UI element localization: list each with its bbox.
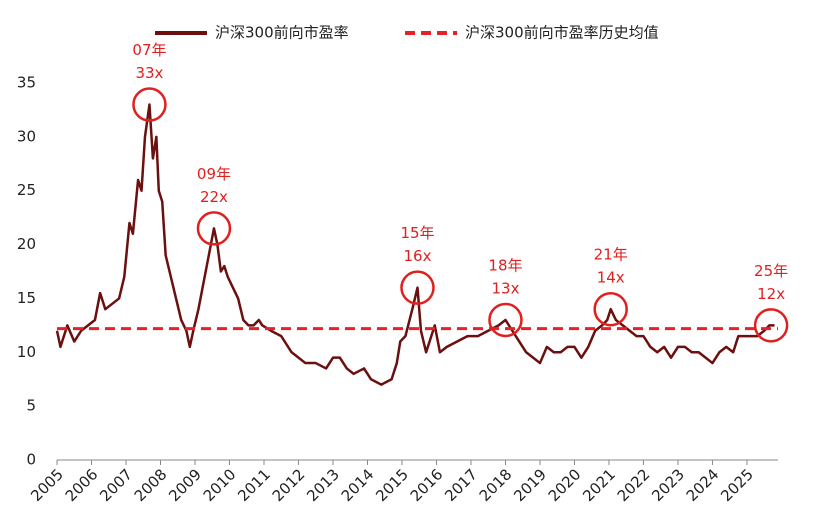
annotation-year: 15年 — [400, 224, 434, 242]
x-tick-label: 2015 — [372, 465, 412, 505]
legend-label: 沪深300前向市盈率历史均值 — [465, 24, 659, 42]
y-tick-label: 10 — [17, 343, 36, 361]
highlight-circle — [400, 270, 435, 305]
y-tick-label: 5 — [26, 397, 36, 415]
annotation-year: 07年 — [132, 41, 166, 59]
x-tick-label: 2011 — [234, 465, 274, 505]
x-tick-label: 2022 — [614, 465, 654, 505]
x-tick-label: 2018 — [476, 465, 516, 505]
pe-line — [55, 103, 775, 386]
annotation-pe: 22x — [200, 188, 228, 206]
x-tick-label: 2025 — [717, 465, 757, 505]
y-tick-label: 20 — [17, 235, 36, 253]
y-tick-label: 0 — [26, 451, 36, 469]
annotation-pe: 16x — [404, 247, 432, 265]
annotation-year: 25年 — [754, 262, 788, 280]
annotation-pe: 33x — [135, 64, 163, 82]
x-tick-label: 2019 — [510, 465, 550, 505]
x-tick-label: 2008 — [131, 465, 171, 505]
x-tick-label: 2021 — [579, 465, 619, 505]
x-tick-label: 2006 — [62, 465, 102, 505]
annotation-pe: 14x — [597, 269, 625, 287]
x-tick-label: 2007 — [96, 465, 136, 505]
highlight-circle — [593, 291, 628, 327]
x-tick-label: 2013 — [303, 465, 343, 505]
x-tick-label: 2024 — [683, 465, 723, 505]
highlight-circle — [196, 211, 232, 246]
x-tick-label: 2017 — [441, 465, 481, 505]
x-tick-label: 2005 — [27, 465, 67, 505]
x-tick-label: 2010 — [200, 465, 240, 505]
annotation-year: 18年 — [488, 256, 522, 274]
x-tick-label: 2023 — [648, 465, 688, 505]
y-tick-label: 25 — [17, 181, 36, 199]
x-tick-label: 2016 — [407, 465, 447, 505]
x-tick-label: 2014 — [338, 465, 378, 505]
highlight-circle — [488, 302, 523, 338]
highlight-circle — [132, 87, 167, 122]
annotation-pe: 13x — [491, 279, 519, 297]
annotation-pe: 12x — [757, 285, 785, 303]
y-tick-label: 35 — [17, 74, 36, 92]
y-tick-label: 15 — [17, 289, 36, 307]
x-tick-label: 2020 — [545, 465, 585, 505]
x-tick-label: 2012 — [269, 465, 309, 505]
highlight-circle — [753, 308, 789, 343]
annotation-year: 09年 — [197, 165, 231, 183]
y-tick-label: 30 — [17, 127, 36, 145]
x-tick-label: 2009 — [165, 465, 205, 505]
annotation-year: 21年 — [594, 246, 628, 264]
legend-label: 沪深300前向市盈率 — [215, 24, 349, 42]
